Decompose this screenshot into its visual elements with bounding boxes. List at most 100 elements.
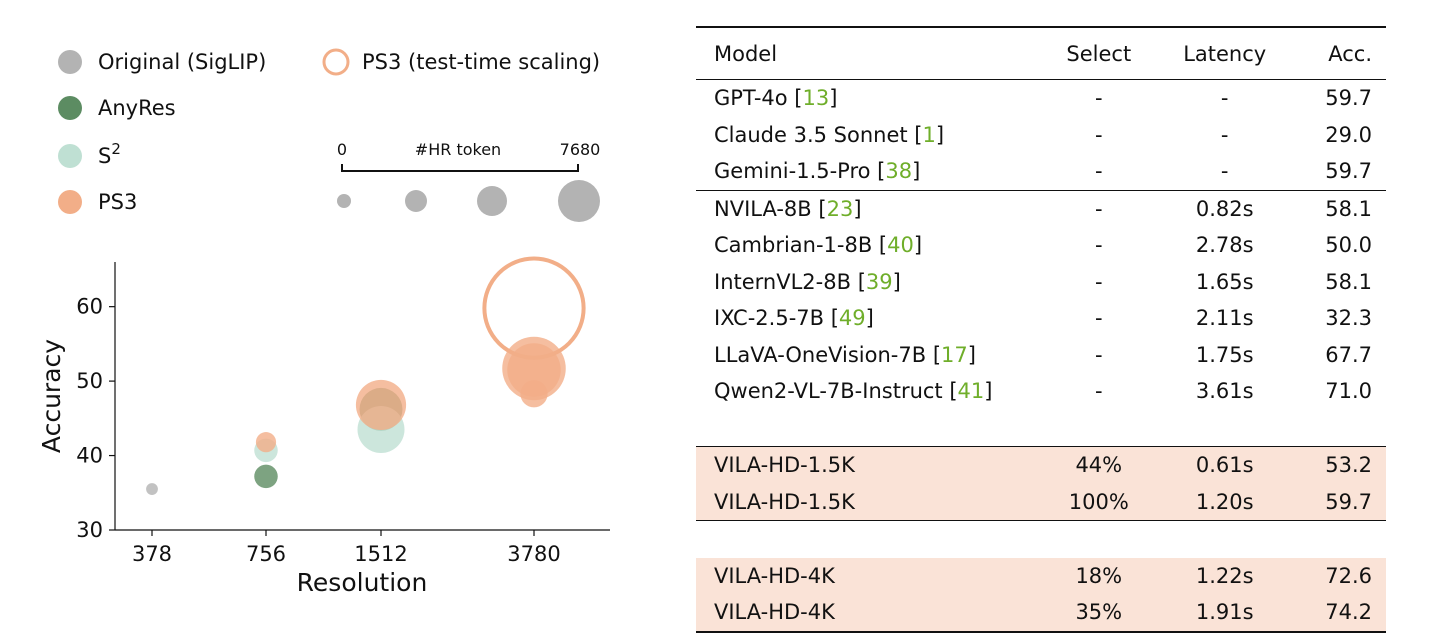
model-cell: IXC-2.5-7B [49] [696,300,1039,337]
acc-cell: 74.2 [1291,594,1386,632]
table-row: Claude 3.5 Sonnet [1] - - 29.0 [696,117,1386,154]
header-acc: Acc. [1328,41,1372,66]
select-cell: - [1095,379,1103,404]
point-1-0 [254,464,278,489]
results-table-panel: Model Select Latency Acc. GPT-4o [13] - - 5… [696,26,1386,633]
table-row: VILA-HD-4K 18% 1.22s 72.6 [696,557,1386,594]
header-model: Model [714,41,778,66]
model-cell: NVILA-8B [23] [696,190,1039,227]
table-row: InternVL2-8B [39] - 1.65s 58.1 [696,264,1386,301]
select-cell: - [1095,196,1103,221]
latency-cell: 1.65s [1195,269,1254,294]
model-name: VILA-HD-4K [714,600,835,625]
model-cell: VILA-HD-1.5K [696,483,1040,521]
table-body: GPT-4o [13] - - 59.7 Claude 3.5 Sonnet [1] - -… [696,79,1386,632]
point-3-4 [507,343,561,397]
table-row: LLaVA-OneVision-7B [17] - 1.75s 67.7 [696,337,1386,374]
model-cell: VILA-HD-4K [696,594,1040,632]
size-legend-max: 7680 [560,140,601,159]
y-tick-label-50: 50 [76,369,103,393]
group-gap [696,410,1386,447]
table-row: IXC-2.5-7B [49] - 2.11s 32.3 [696,300,1386,337]
model-name: GPT-4o [714,86,788,111]
model-name: VILA-HD-4K [714,563,835,588]
table-row: NVILA-8B [23] - 0.82s 58.1 [696,190,1386,227]
model-name: VILA-HD-1.5K [714,453,855,478]
gap-cell [696,410,1039,447]
select-cell: - [1095,269,1103,294]
size-legend-title: #HR token [415,140,501,159]
select-cell: - [1095,159,1103,184]
model-cell: Claude 3.5 Sonnet [1] [696,117,1039,154]
model-cell: GPT-4o [13] [696,80,1039,117]
citation: [39] [851,269,901,294]
gap-cell [1158,521,1291,558]
select-cell: 44% [1039,446,1159,484]
model-name: VILA-HD-1.5K [714,489,855,514]
size-legend-min: 0 [337,140,347,159]
model-name: Gemini-1.5-Pro [714,159,871,184]
citation: [23] [811,196,862,221]
table-row: Qwen2-VL-7B-Instruct [41] - 3.61s 71.0 [696,373,1386,410]
citation: [17] [926,342,976,367]
gap-cell [1039,521,1158,558]
acc-cell: 50.0 [1325,233,1372,258]
legend-label-0: Original (SigLIP) [98,50,266,74]
acc-cell: 59.7 [1291,483,1386,521]
acc-cell: 32.3 [1325,306,1372,331]
gap-cell [1039,410,1158,447]
select-cell: - [1095,233,1103,258]
citation: [13] [787,86,838,111]
model-cell: Qwen2-VL-7B-Instruct [41] [696,373,1039,410]
citation: [1] [907,122,945,147]
latency-cell: - [1220,86,1229,111]
select-cell: 100% [1039,483,1159,521]
latency-cell: - [1220,159,1229,184]
model-cell: Cambrian-1-8B [40] [696,227,1039,264]
point-3-1 [355,379,407,431]
table-header-row: Model Select Latency Acc. [696,27,1386,80]
citation: [49] [824,306,874,331]
latency-cell: 1.75s [1195,342,1254,367]
y-axis-title: Accuracy [37,339,66,453]
point-0-0 [146,483,158,495]
acc-cell: 58.1 [1325,269,1372,294]
legend-label-1: AnyRes [98,96,176,120]
latency-cell: - [1220,122,1229,147]
legend-marker-1 [58,96,82,120]
model-cell: VILA-HD-4K [696,557,1040,594]
acc-cell: 59.7 [1325,86,1372,111]
model-cell: LLaVA-OneVision-7B [17] [696,337,1039,374]
table-row: VILA-HD-4K 35% 1.91s 74.2 [696,594,1386,632]
citation: [41] [942,379,993,404]
x-tick-label-756: 756 [246,542,286,566]
acc-cell: 53.2 [1291,446,1386,484]
x-tick-label-1512: 1512 [354,542,407,566]
latency-cell: 2.78s [1195,233,1254,258]
latency-cell: 3.61s [1195,379,1254,404]
legend-marker-ps3-tts [322,48,350,76]
legend-marker-3 [58,190,82,214]
acc-cell: 58.1 [1325,196,1372,221]
x-tick-label-3780: 3780 [507,542,560,566]
size-legend-circle-2 [477,186,507,216]
latency-cell: 1.20s [1158,483,1292,521]
acc-cell: 59.7 [1325,159,1372,184]
latency-cell: 1.22s [1158,557,1292,594]
scatter-chart: Original (SigLIP) AnyRes S2 PS3 PS3 (test-ti… [0,0,640,638]
select-cell: 35% [1039,594,1159,632]
results-table: Model Select Latency Acc. GPT-4o [13] - - 5… [696,26,1386,633]
point-3-0 [255,432,277,453]
select-cell: 18% [1039,557,1159,594]
model-name: IXC-2.5-7B [714,306,825,331]
model-cell: Gemini-1.5-Pro [38] [696,153,1039,190]
size-legend-circle-3 [558,180,600,222]
select-cell: - [1095,86,1103,111]
latency-cell: 0.61s [1158,446,1292,484]
select-cell: - [1095,122,1103,147]
model-name: Claude 3.5 Sonnet [714,122,908,147]
model-name: LLaVA-OneVision-7B [714,342,927,367]
model-name: Cambrian-1-8B [714,233,873,258]
legend-label-4: PS3 (test-time scaling) [362,50,600,74]
chart-canvas: Original (SigLIP) AnyRes S2 PS3 PS3 (test-ti… [37,48,610,597]
